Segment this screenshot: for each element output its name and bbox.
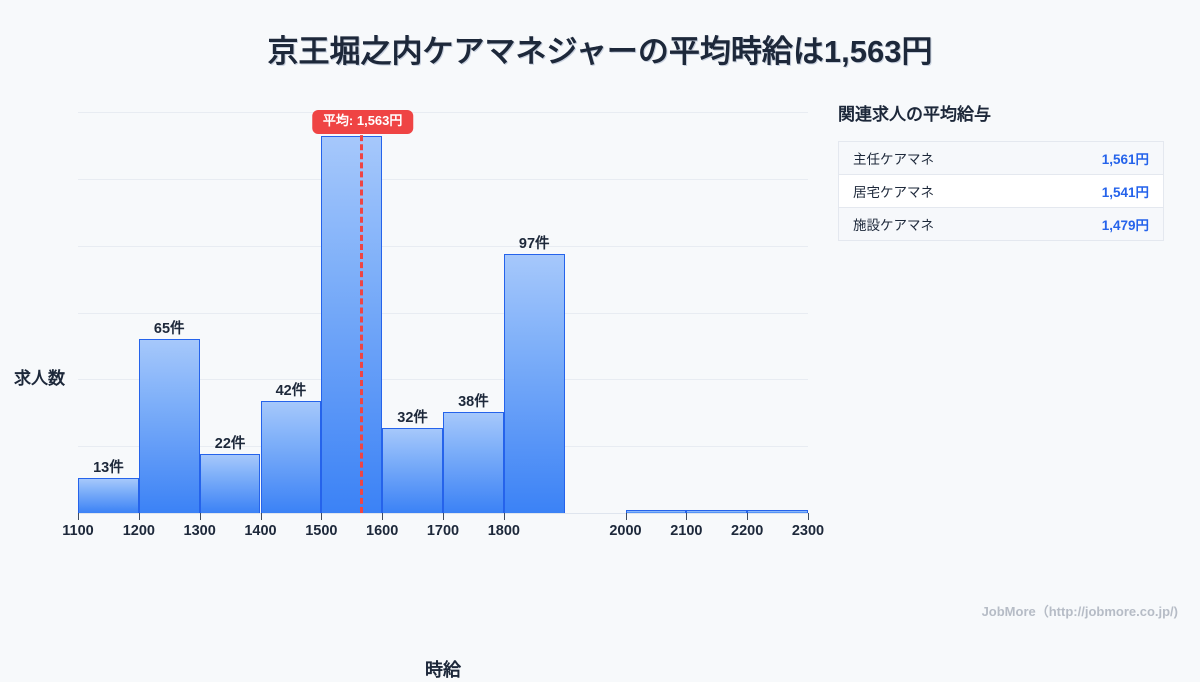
gridline: [78, 245, 808, 247]
average-line: 平均: 1,563円: [311, 110, 414, 513]
x-tick-label: 1200: [122, 523, 155, 539]
x-tick-mark: [625, 513, 627, 520]
x-tick-mark: [138, 513, 140, 520]
x-tick-mark: [686, 513, 688, 520]
x-tick-label: 2200: [731, 523, 764, 539]
histogram-chart: 求人数 13件65件22件42件141件32件38件97件 1100120013…: [0, 86, 824, 680]
x-tick-label: 2300: [791, 523, 825, 539]
bar: [382, 427, 443, 513]
x-tick-label: 1600: [366, 523, 399, 539]
x-tick-label: 1500: [305, 523, 338, 539]
related-salary-table: 主任ケアマネ 1,561円 居宅ケアマネ 1,541円 施設ケアマネ 1,479円: [838, 141, 1164, 241]
x-tick-mark: [321, 513, 323, 520]
gridline: [78, 379, 808, 381]
salary-role-cell: 施設ケアマネ: [838, 207, 1031, 241]
table-row: 主任ケアマネ 1,561円: [838, 141, 1164, 175]
related-salary-title: 関連求人の平均給与: [838, 105, 991, 124]
bar-value-label: 65件: [153, 321, 185, 338]
x-tick-mark: [382, 513, 384, 520]
related-salary-panel: 関連求人の平均給与 主任ケアマネ 1,561円 居宅ケアマネ 1,541円 施設ケアマネ…: [838, 100, 1168, 241]
x-tick-label: 1700: [426, 523, 460, 539]
x-tick-label: 1400: [244, 523, 277, 539]
salary-role-cell: 居宅ケアマネ: [838, 174, 1031, 208]
average-badge: 平均: 1,563円: [311, 110, 414, 134]
plot-area: 13件65件22件42件141件32件38件97件 11001200130014…: [62, 99, 824, 539]
x-tick-mark: [747, 513, 749, 520]
gridline: [78, 179, 808, 181]
x-tick-label: 1300: [183, 523, 216, 539]
x-axis-title: 時給: [425, 660, 461, 680]
bar: [625, 510, 687, 513]
bar: [503, 253, 565, 513]
x-tick-label: 1100: [62, 523, 94, 539]
bar-value-label: 38件: [458, 393, 489, 410]
salary-value-cell: 1,561円: [1030, 141, 1164, 175]
x-tick-mark: [199, 513, 201, 520]
bar: [138, 339, 200, 513]
x-tick-mark: [260, 513, 262, 520]
x-tick-mark: [808, 513, 809, 520]
x-tick-mark: [443, 513, 444, 520]
x-tick-mark: [503, 513, 505, 520]
bar-value-label: 42件: [275, 382, 307, 399]
salary-value-cell: 1,541円: [1030, 174, 1164, 208]
bar: [443, 411, 504, 513]
bar-value-label: 97件: [518, 235, 550, 252]
salary-value-cell: 1,479円: [1030, 207, 1164, 241]
bar: [78, 478, 139, 513]
bar-value-label: 13件: [93, 460, 124, 477]
table-row: 居宅ケアマネ 1,541円: [838, 174, 1164, 208]
salary-role-cell: 主任ケアマネ: [838, 141, 1031, 175]
bar-value-label: 32件: [397, 409, 428, 426]
bar: [260, 400, 322, 513]
page-title: 京王堀之内ケアマネジャーの平均時給は1,563円: [267, 34, 933, 69]
x-tick-mark: [78, 513, 79, 520]
bar-value-label: 22件: [214, 436, 246, 453]
bar: [199, 454, 261, 513]
x-tick-label: 2100: [670, 523, 703, 539]
bar: [321, 136, 383, 513]
bar: [686, 510, 748, 513]
x-tick-label: 1800: [487, 523, 520, 539]
footer-credit: JobMore（http://jobmore.co.jp/): [981, 604, 1178, 619]
bar: [747, 510, 808, 513]
gridline: [78, 312, 808, 314]
gridline: [78, 112, 808, 114]
y-axis-title: 求人数: [14, 369, 65, 388]
x-tick-label: 2000: [609, 523, 642, 539]
table-row: 施設ケアマネ 1,479円: [838, 207, 1164, 241]
